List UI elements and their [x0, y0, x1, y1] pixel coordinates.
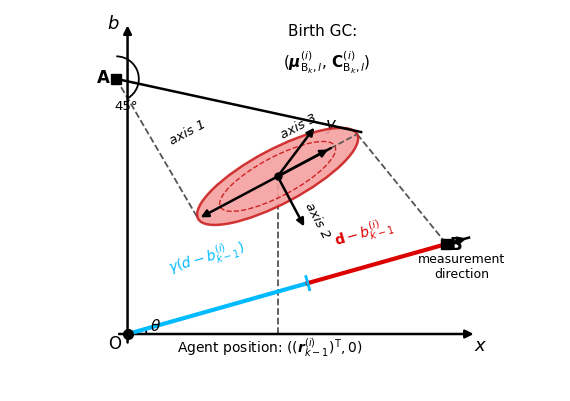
Text: axis 1: axis 1 — [167, 117, 208, 147]
Text: 45°: 45° — [114, 99, 137, 112]
Text: A: A — [97, 69, 109, 87]
Text: axis 2: axis 2 — [302, 200, 332, 240]
Text: $\theta$: $\theta$ — [150, 317, 161, 333]
Text: Agent position: $((\boldsymbol{r}_{k-1}^{(i)})^{\mathrm{T}}, 0)$: Agent position: $((\boldsymbol{r}_{k-1}^… — [177, 336, 363, 359]
Text: axis 3: axis 3 — [278, 111, 319, 141]
Text: measurement
direction: measurement direction — [418, 253, 505, 281]
Text: b: b — [107, 14, 118, 32]
Ellipse shape — [197, 129, 358, 225]
Text: B: B — [450, 235, 462, 253]
Text: y: y — [325, 115, 335, 134]
Text: $\mathbf{d}-b_{k-1}^{(i)}$: $\mathbf{d}-b_{k-1}^{(i)}$ — [332, 214, 396, 252]
Text: Birth GC:: Birth GC: — [288, 24, 357, 38]
Text: $\gamma(d-b_{k-1}^{(i)})$: $\gamma(d-b_{k-1}^{(i)})$ — [165, 236, 247, 279]
Text: O: O — [108, 334, 121, 352]
Text: $(\boldsymbol{\mu}_{\mathrm{B}_{k},l}^{(i)},\, \mathbf{C}_{\mathrm{B}_{k},l}^{(i: $(\boldsymbol{\mu}_{\mathrm{B}_{k},l}^{(… — [283, 49, 370, 76]
Text: x: x — [475, 336, 486, 354]
